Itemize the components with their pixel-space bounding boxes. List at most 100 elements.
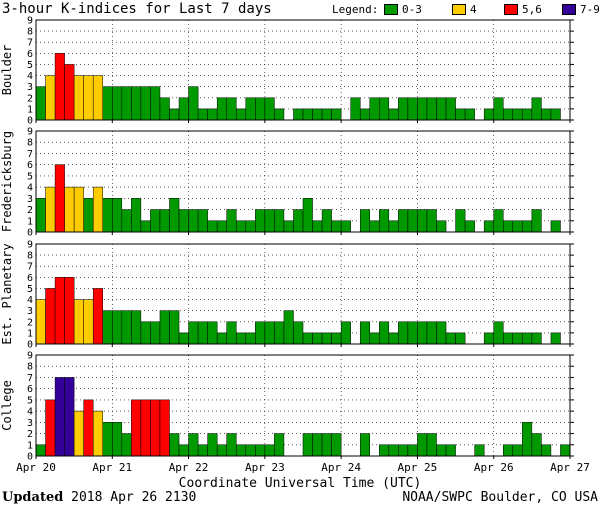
- kp-bar: [293, 209, 304, 233]
- kp-bar: [436, 444, 447, 457]
- kp-bar: [398, 97, 409, 121]
- kp-bar: [255, 444, 266, 457]
- kp-bar: [264, 97, 275, 121]
- kp-bar: [493, 97, 504, 121]
- kp-bar: [426, 433, 437, 457]
- kp-bar: [417, 321, 428, 345]
- kp-bar: [178, 332, 189, 345]
- kp-bar: [92, 186, 104, 233]
- legend-swatch-yellow: [452, 4, 466, 15]
- y-tick-label: 5: [27, 171, 33, 182]
- kp-bar: [350, 97, 361, 121]
- x-axis-label: Coordinate Universal Time (UTC): [178, 476, 422, 491]
- panel-frame: [35, 130, 571, 233]
- kp-bar: [274, 433, 285, 457]
- kp-bar: [426, 209, 437, 233]
- source-credit: NOAA/SWPC Boulder, CO USA: [402, 490, 598, 505]
- kp-bar: [121, 209, 132, 233]
- kp-bar: [73, 186, 84, 233]
- kp-bar: [274, 209, 285, 233]
- kp-bar: [236, 220, 247, 233]
- panel-frame: [35, 243, 571, 345]
- y-tick-label: 7: [27, 38, 33, 49]
- kp-bar: [140, 220, 151, 233]
- kp-bar: [169, 108, 180, 121]
- kp-bar: [197, 209, 208, 233]
- panel-frame: [35, 354, 571, 457]
- kp-bar: [312, 108, 323, 121]
- y-tick-label: 8: [27, 251, 33, 262]
- legend-swatch-red: [504, 4, 518, 15]
- kp-bar: [216, 444, 227, 457]
- y-tick-label: 2: [27, 93, 33, 104]
- kp-bar: [92, 410, 104, 457]
- kp-bar: [188, 209, 199, 233]
- kp-bar: [340, 220, 351, 233]
- kp-bar: [207, 108, 218, 121]
- kp-bar: [522, 108, 533, 121]
- kp-bar: [379, 321, 390, 345]
- kp-bar: [522, 422, 533, 457]
- legend-item-5-6: 5,6: [504, 3, 542, 16]
- kp-bar: [73, 410, 84, 457]
- kp-bar: [541, 108, 552, 121]
- kp-bar: [503, 332, 514, 345]
- legend-item-4: 4: [452, 3, 477, 16]
- y-tick-label: 2: [27, 429, 33, 440]
- kp-bar: [436, 220, 447, 233]
- kp-bar: [417, 433, 428, 457]
- kp-bar: [398, 209, 409, 233]
- kp-bar: [226, 321, 237, 345]
- kp-bar: [483, 220, 494, 233]
- kp-bar: [531, 433, 542, 457]
- kp-bar: [216, 332, 227, 345]
- kp-bar: [455, 108, 466, 121]
- kp-bar: [54, 277, 65, 345]
- kp-bar: [359, 321, 371, 345]
- kp-bar: [112, 86, 123, 121]
- legend-label-7-9: 7-9: [580, 3, 600, 16]
- legend-item-7-9: 7-9: [562, 3, 600, 16]
- kp-bar: [464, 220, 475, 233]
- kp-bar: [560, 444, 571, 457]
- kp-bar: [112, 198, 123, 233]
- kp-bar: [236, 444, 247, 457]
- kp-bar: [169, 198, 180, 233]
- kp-bar: [302, 198, 313, 233]
- kp-bar: [245, 220, 256, 233]
- y-tick-label: 1: [27, 216, 33, 227]
- kp-bar: [321, 209, 332, 233]
- kp-bar: [197, 444, 208, 457]
- kp-bar: [35, 444, 46, 457]
- y-tick-label: 1: [27, 104, 33, 115]
- kp-bar: [331, 433, 342, 457]
- kp-bar: [54, 164, 65, 233]
- panel-frame: [35, 19, 571, 121]
- kp-bar: [159, 209, 170, 233]
- y-tick-label: 3: [27, 194, 33, 205]
- y-tick-label: 7: [27, 149, 33, 160]
- y-tick-label: 0: [27, 228, 33, 239]
- kp-bar: [207, 433, 218, 457]
- kp-bar: [398, 444, 409, 457]
- legend-label-0-3: 0-3: [402, 3, 422, 16]
- kp-bar: [388, 444, 399, 457]
- kp-bar: [512, 332, 523, 345]
- kp-bar: [216, 97, 227, 121]
- station-label: College: [0, 380, 14, 431]
- x-tick-label: Apr 20: [16, 461, 56, 474]
- kp-bar: [178, 444, 189, 457]
- kp-bar: [436, 321, 447, 345]
- kp-bar: [302, 433, 313, 457]
- kp-bar: [417, 97, 428, 121]
- kp-bar: [293, 108, 304, 121]
- kp-bar: [302, 332, 313, 345]
- kp-bar: [550, 108, 561, 121]
- y-tick-label: 9: [27, 351, 33, 362]
- kp-bar: [102, 310, 113, 345]
- kp-bar: [92, 288, 104, 345]
- y-tick-label: 5: [27, 60, 33, 71]
- y-tick-label: 4: [27, 407, 33, 418]
- kp-bar: [159, 97, 170, 121]
